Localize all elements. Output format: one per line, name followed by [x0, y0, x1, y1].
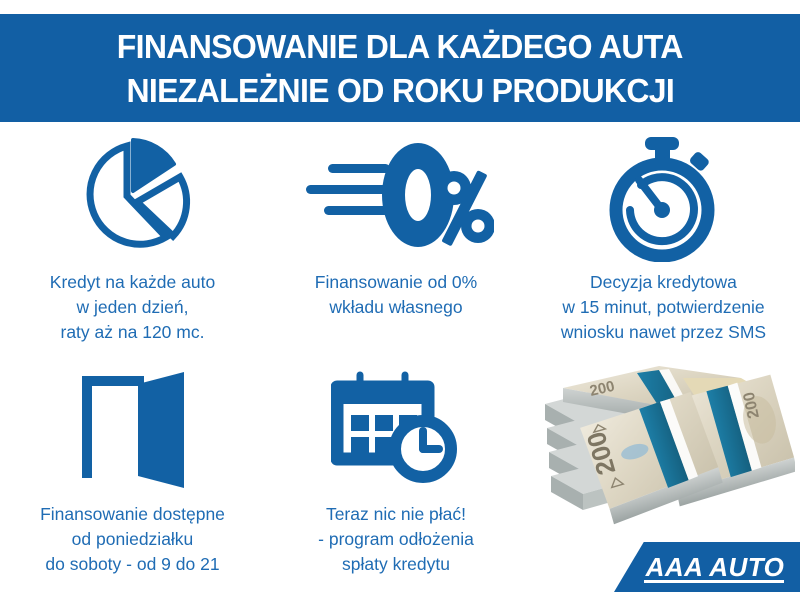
- feature-item-credit: Kredyt na każde auto w jeden dzień, raty…: [0, 128, 265, 360]
- feature-text-credit: Kredyt na każde auto w jeden dzień, raty…: [50, 270, 215, 345]
- feature-item-zero-percent: Finansowanie od 0% wkładu własnego: [265, 128, 527, 360]
- percent-glyph: [437, 170, 494, 246]
- open-door-icon: [81, 372, 184, 488]
- zero-percent-icon: [306, 143, 494, 247]
- features-grid: Kredyt na każde auto w jeden dzień, raty…: [0, 128, 800, 600]
- aaa-auto-logo[interactable]: AAA AUTO: [614, 542, 800, 592]
- feature-line-1: Finansowanie dostępne: [40, 504, 225, 524]
- banner-header: FINANSOWANIE DLA KAŻDEGO AUTA NIEZALEŻNI…: [0, 14, 800, 122]
- feature-text-decision-time: Decyzja kredytowa w 15 minut, potwierdze…: [561, 270, 766, 345]
- banknote-stacks-image: 200 200: [545, 366, 795, 525]
- zero-glyph: [382, 143, 454, 247]
- feature-line-1: Decyzja kredytowa: [590, 272, 737, 292]
- feature-line-3: spłaty kredytu: [342, 554, 450, 575]
- feature-line-3: wniosku nawet przez SMS: [560, 322, 767, 343]
- feature-text-opening-hours: Finansowanie dostępne od poniedziałku do…: [40, 502, 225, 577]
- feature-line-2: w 15 minut, potwierdzenie: [562, 297, 765, 318]
- calendar-clock-icon-wrap: [331, 360, 461, 500]
- feature-line-1: Finansowanie od 0%: [314, 272, 478, 292]
- svg-text:200: 200: [741, 390, 763, 420]
- feature-item-deferred-payment: Teraz nic nie płać! - program odłożenia …: [265, 360, 527, 600]
- feature-line-2: od poniedziałku: [71, 529, 194, 550]
- calendar-clock-icon: [331, 371, 457, 483]
- feature-line-3: raty aż na 120 mc.: [60, 322, 205, 343]
- feature-line-2: wkładu własnego: [329, 297, 463, 318]
- feature-text-deferred-payment: Teraz nic nie płać! - program odłożenia …: [318, 502, 474, 577]
- feature-line-2: w jeden dzień,: [76, 297, 189, 318]
- logo-underline: [644, 579, 784, 583]
- stopwatch-icon-wrap: [601, 128, 727, 268]
- pie-chart-icon-wrap: [67, 128, 199, 268]
- open-door-icon-wrap: [74, 360, 192, 500]
- feature-line-3: do soboty - od 9 do 21: [45, 554, 220, 575]
- feature-text-zero-percent: Finansowanie od 0% wkładu własnego: [315, 270, 477, 320]
- svg-text:200: 200: [588, 378, 616, 400]
- zero-percent-icon-wrap: [298, 128, 494, 268]
- logo-text: AAA AUTO: [645, 551, 785, 582]
- stopwatch-icon: [609, 137, 714, 262]
- logo-background-shape: [614, 542, 800, 592]
- feature-line-1: Kredyt na każde auto: [49, 272, 216, 292]
- header-line-1: FINANSOWANIE DLA KAŻDEGO AUTA: [117, 28, 684, 66]
- pie-chart-icon: [86, 138, 190, 248]
- feature-item-decision-time: Decyzja kredytowa w 15 minut, potwierdze…: [527, 128, 800, 360]
- money-and-logo-cell: 200 200: [527, 360, 800, 600]
- feature-line-2: - program odłożenia: [318, 529, 474, 550]
- feature-item-opening-hours: Finansowanie dostępne od poniedziałku do…: [0, 360, 265, 600]
- header-line-2: NIEZALEŻNIE OD ROKU PRODUKCJI: [126, 72, 674, 109]
- feature-line-1: Teraz nic nie płać!: [325, 504, 467, 524]
